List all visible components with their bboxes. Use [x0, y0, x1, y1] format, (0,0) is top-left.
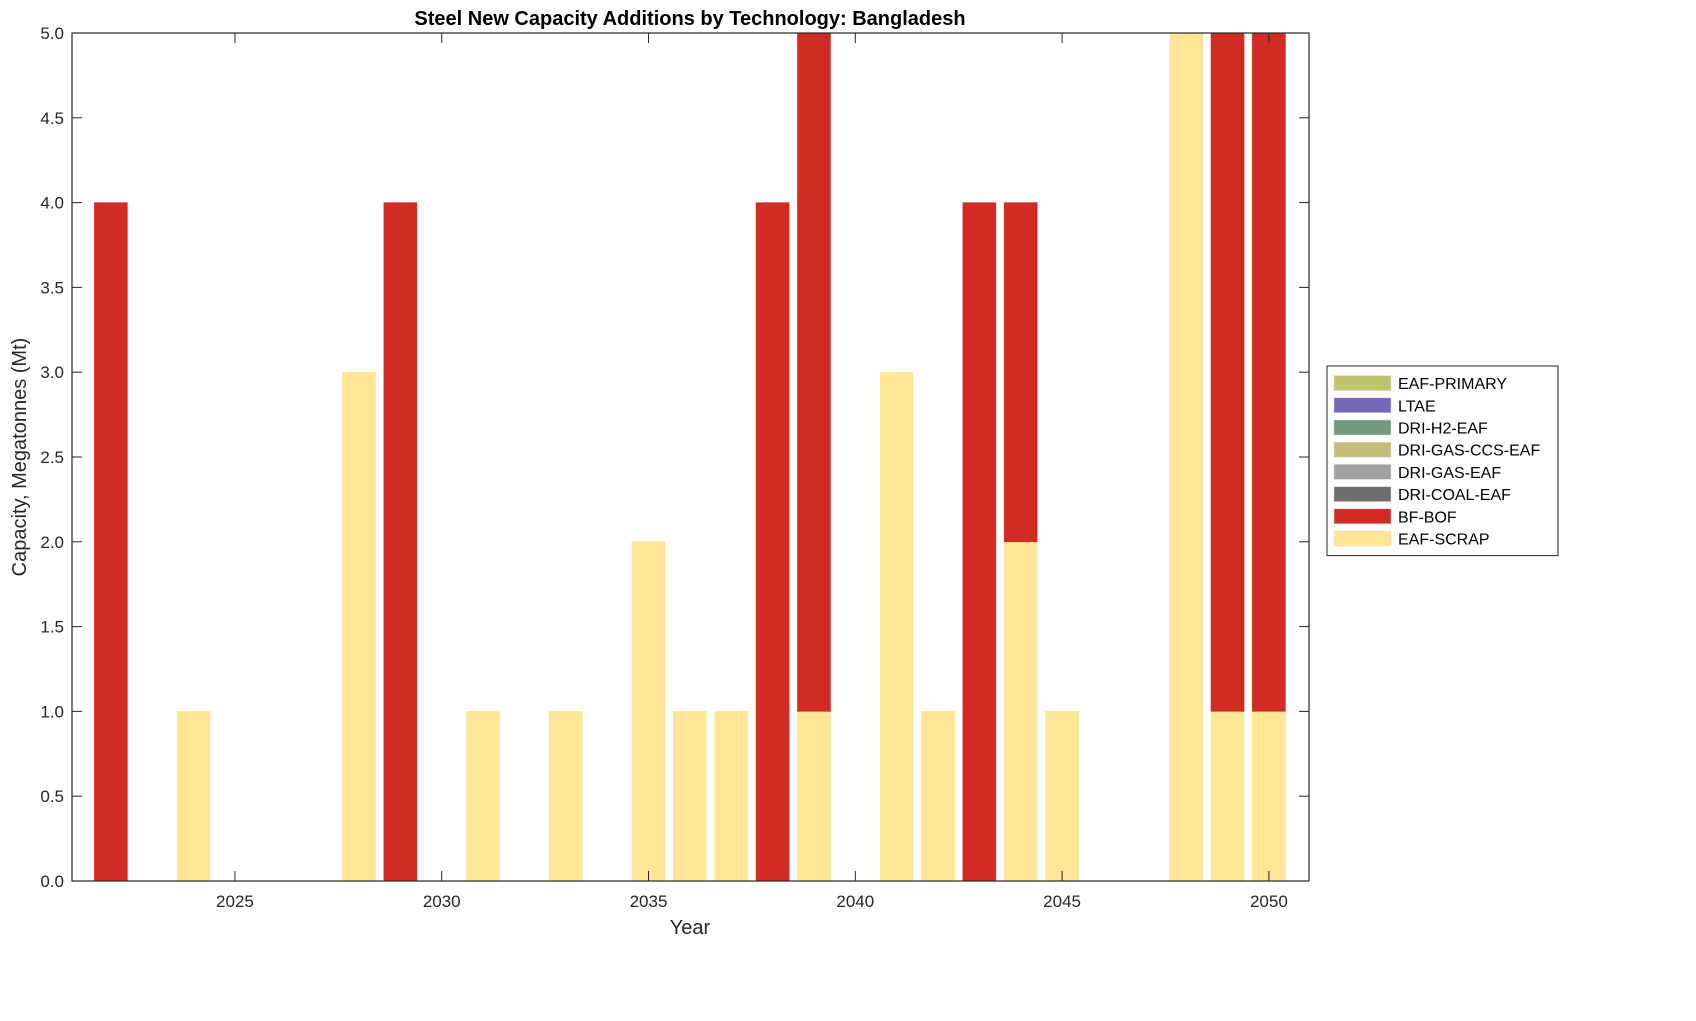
chart-title: Steel New Capacity Additions by Technolo…: [414, 8, 965, 30]
bar-bf-bof-2044: [1003, 202, 1038, 543]
x-tick-label: 2035: [630, 892, 668, 911]
bar-eaf-scrap-2041: [879, 371, 914, 881]
bar-eaf-scrap-2037: [714, 711, 749, 881]
x-tick-label: 2030: [423, 892, 461, 911]
y-tick-label: 0.0: [40, 872, 64, 891]
y-tick-label: 3.0: [40, 363, 64, 382]
x-axis-label: Year: [670, 917, 711, 939]
y-tick-label: 4.0: [40, 194, 64, 213]
bar-eaf-scrap-2042: [921, 711, 955, 881]
legend-swatch-dri-h2-eaf: [1333, 419, 1392, 436]
bar-bf-bof-2022: [94, 202, 128, 881]
bar-bf-bof-2050: [1252, 33, 1286, 712]
legend-label-dri-coal-eaf: DRI-COAL-EAF: [1398, 487, 1511, 504]
legend-swatch-ltae: [1333, 397, 1392, 414]
bar-eaf-scrap-2024: [176, 711, 211, 881]
bars-group: [94, 33, 1286, 881]
bar-bf-bof-2043: [962, 202, 997, 881]
x-tick-label: 2040: [836, 892, 874, 911]
bar-eaf-scrap-2050: [1252, 711, 1286, 881]
legend-label-dri-gas-eaf: DRI-GAS-EAF: [1398, 465, 1501, 482]
bar-eaf-scrap-2035: [631, 541, 666, 881]
legend-label-dri-gas-ccs-eaf: DRI-GAS-CCS-EAF: [1398, 443, 1540, 460]
y-tick-label: 4.5: [40, 109, 64, 128]
legend-label-bf-bof: BF-BOF: [1398, 509, 1457, 526]
bar-eaf-scrap-2049: [1210, 711, 1245, 881]
legend-swatch-dri-gas-eaf: [1333, 464, 1392, 480]
legend-swatch-dri-coal-eaf: [1333, 486, 1392, 502]
axes: 0.0 0.5 1.0 1.5 2.0 2.5 3.0 3.5 4.0 4.5 5.0 2025 203…: [40, 24, 1310, 911]
y-tick-label: 2.0: [40, 533, 64, 552]
legend-label-eaf-primary: EAF-PRIMARY: [1398, 376, 1507, 393]
bar-eaf-scrap-2036: [673, 711, 707, 881]
bar-eaf-scrap-2039: [797, 711, 831, 881]
bar-eaf-scrap-2048: [1169, 33, 1203, 881]
bar-bf-bof-2039: [797, 33, 831, 712]
legend-label-eaf-scrap: EAF-SCRAP: [1398, 532, 1490, 549]
bar-eaf-scrap-2045: [1045, 711, 1079, 881]
y-tick-label: 3.5: [40, 278, 64, 297]
bar-eaf-scrap-2033: [549, 711, 583, 881]
y-tick-label: 5.0: [40, 24, 64, 43]
bar-bf-bof-2049: [1210, 33, 1245, 712]
legend-swatch-eaf-scrap: [1333, 530, 1392, 547]
bar-bf-bof-2038: [755, 202, 790, 881]
legend-label-dri-h2-eaf: DRI-H2-EAF: [1398, 421, 1488, 438]
legend: EAF-PRIMARY LTAE DRI-H2-EAF DRI-GAS-CCS-EAF…: [1326, 365, 1559, 557]
bar-eaf-scrap-2044: [1003, 541, 1038, 881]
x-tick-label: 2050: [1250, 892, 1288, 911]
legend-swatch-bf-bof: [1333, 508, 1392, 525]
y-axis-label: Capacity, Megatonnes (Mt): [9, 338, 31, 577]
x-tick-label: 2045: [1043, 892, 1081, 911]
x-tick-label: 2025: [216, 892, 254, 911]
y-tick-label: 0.5: [40, 787, 64, 806]
bar-bf-bof-2029: [383, 202, 418, 881]
legend-swatch-dri-gas-ccs-eaf: [1333, 441, 1392, 458]
y-tick-label: 1.0: [40, 702, 64, 721]
legend-frame: [1326, 365, 1559, 557]
y-tick-label: 1.5: [40, 618, 64, 637]
bar-eaf-scrap-2028: [342, 371, 376, 881]
legend-label-ltae: LTAE: [1398, 398, 1436, 415]
legend-swatch-eaf-primary: [1333, 375, 1392, 391]
y-tick-label: 2.5: [40, 448, 64, 467]
bar-eaf-scrap-2031: [466, 711, 500, 881]
